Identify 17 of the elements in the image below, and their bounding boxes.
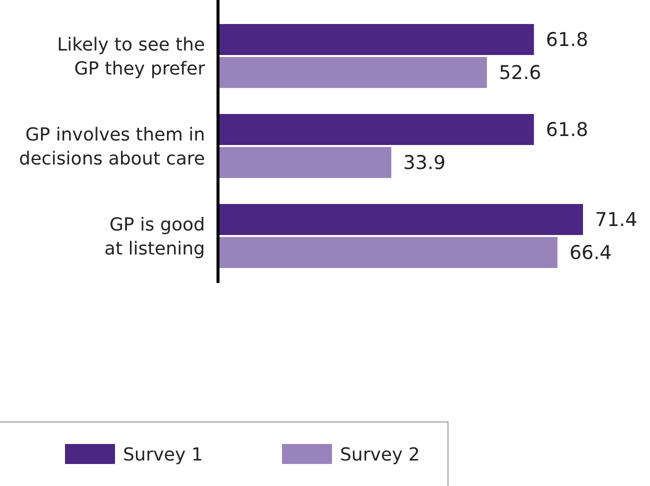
bar [218,24,534,55]
legend-label: Survey 2 [340,444,420,466]
bar [218,147,392,178]
bar [218,237,558,268]
data-label: 66.4 [569,242,612,264]
y-tick-label: GP involves them in decisions about care [19,124,205,170]
data-label: 61.8 [546,29,588,52]
legend-label: Survey 1 [123,444,203,466]
bar [218,57,487,88]
data-label: 52.6 [498,62,542,84]
y-tick-label: Likely to see the GP they prefer [57,34,206,80]
y-tick-label: GP is good at listening [104,214,205,260]
bar [218,204,583,235]
data-label: 71.4 [595,209,638,232]
bar [218,114,534,145]
data-label: 33.9 [403,152,446,174]
data-label: 61.8 [546,119,588,142]
